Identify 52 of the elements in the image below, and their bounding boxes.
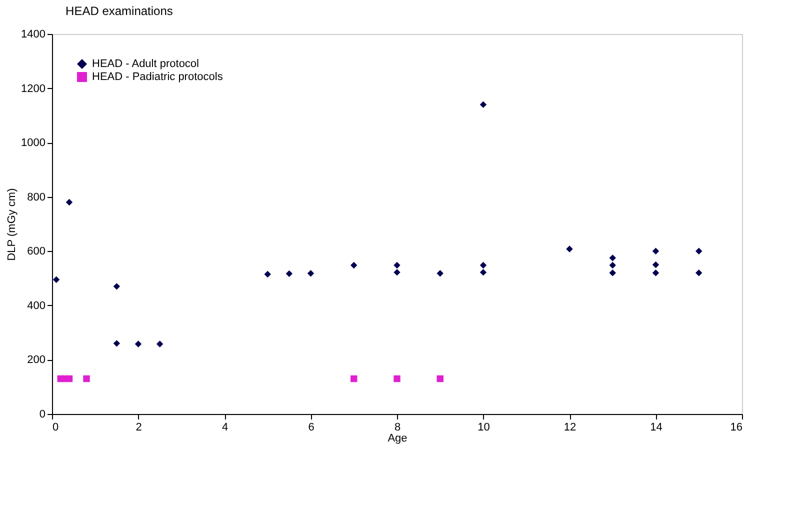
- point: [264, 270, 271, 278]
- point: [609, 262, 616, 269]
- legend-label: HEAD - Adult protocol: [92, 58, 199, 70]
- point: [436, 270, 444, 277]
- point: [480, 268, 487, 276]
- x-tick-label: 14: [650, 422, 662, 434]
- y-tick-label: 400: [27, 300, 46, 312]
- x-tick-label: 2: [136, 422, 142, 434]
- point: [66, 198, 73, 206]
- point: [609, 270, 616, 276]
- y-tick-label: 800: [27, 191, 46, 204]
- point: [156, 340, 164, 348]
- x-tick-label: 10: [478, 422, 490, 434]
- point: [394, 262, 400, 269]
- point: [394, 268, 400, 276]
- point: [696, 248, 702, 254]
- point: [566, 246, 573, 252]
- x-tick-label: 4: [222, 422, 228, 434]
- point: [113, 340, 120, 347]
- x-axis-title: Age: [388, 432, 408, 444]
- point: [286, 270, 293, 278]
- x-tick-label: 16: [730, 422, 742, 434]
- point: [350, 262, 358, 269]
- point: [83, 375, 90, 382]
- x-tick-label: 8: [394, 422, 401, 434]
- point: [134, 340, 142, 348]
- y-tick-label: 1200: [21, 82, 46, 95]
- y-axis-title: DLP (mGy cm): [6, 188, 18, 261]
- y-tick-label: 1000: [21, 137, 46, 150]
- x-tick-label: 12: [564, 422, 576, 434]
- point: [307, 270, 314, 277]
- point: [652, 270, 660, 276]
- point: [480, 262, 487, 269]
- point: [436, 375, 444, 382]
- y-tick-label: 0: [39, 408, 46, 420]
- y-tick-label: 200: [27, 354, 46, 366]
- x-tick-label: 0: [52, 422, 59, 434]
- point: [696, 270, 702, 276]
- y-tick-label: 1400: [21, 28, 46, 40]
- point: [480, 101, 487, 108]
- point: [652, 248, 660, 254]
- chart-title: HEAD examinations: [66, 4, 173, 18]
- point: [52, 276, 60, 283]
- x-tick-label: 6: [308, 422, 314, 434]
- point: [609, 254, 616, 262]
- point: [66, 375, 73, 382]
- y-tick-label: 600: [27, 246, 46, 258]
- point: [652, 261, 660, 268]
- legend-label: HEAD - Padiatric protocols: [92, 71, 224, 83]
- point: [113, 283, 120, 290]
- point: [350, 375, 358, 382]
- point: [394, 375, 400, 382]
